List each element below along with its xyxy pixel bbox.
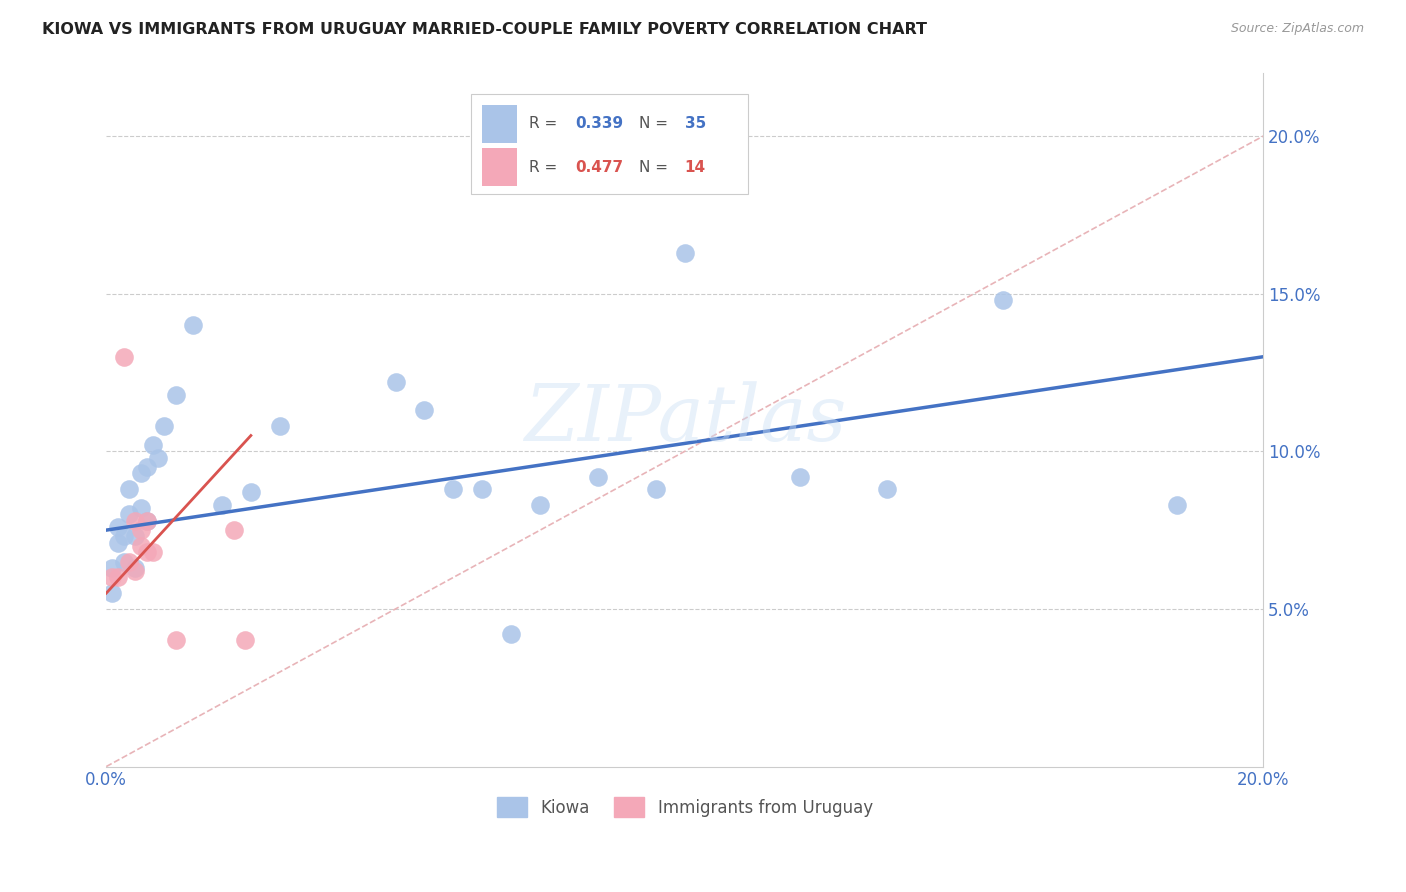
Point [124,529,146,543]
Text: N =: N = [638,160,672,175]
Point [107,535,129,549]
FancyBboxPatch shape [471,94,748,194]
Point [222,523,245,537]
Legend: Kiowa, Immigrants from Uruguay: Kiowa, Immigrants from Uruguay [491,790,880,824]
Point [441,482,464,496]
Point [124,561,146,575]
Text: N =: N = [638,117,672,131]
Point [211,498,233,512]
Point [107,520,129,534]
Point [101,570,124,584]
Point [148,450,170,465]
Point [153,419,176,434]
Point [107,570,129,584]
Point [129,523,152,537]
Text: 0.477: 0.477 [575,160,623,175]
Point [124,514,146,528]
Point [384,375,406,389]
Point [141,545,163,559]
Point [101,561,124,575]
Point [673,245,696,260]
FancyBboxPatch shape [482,105,517,143]
Point [876,482,898,496]
Point [471,482,494,496]
Text: Source: ZipAtlas.com: Source: ZipAtlas.com [1230,22,1364,36]
FancyBboxPatch shape [482,148,517,186]
Point [141,438,163,452]
Text: ZIPatlas: ZIPatlas [523,382,846,458]
Point [233,633,256,648]
Point [165,633,187,648]
Point [135,545,157,559]
Point [118,508,141,522]
Point [112,529,135,543]
Point [118,555,141,569]
Point [181,318,204,333]
Point [991,293,1014,307]
Point [129,501,152,516]
Point [529,498,551,512]
Point [789,469,811,483]
Text: KIOWA VS IMMIGRANTS FROM URUGUAY MARRIED-COUPLE FAMILY POVERTY CORRELATION CHART: KIOWA VS IMMIGRANTS FROM URUGUAY MARRIED… [42,22,927,37]
Point [1166,498,1188,512]
Text: 14: 14 [685,160,706,175]
Point [135,514,157,528]
Point [586,469,609,483]
Point [129,467,152,481]
Text: R =: R = [529,117,562,131]
Point [269,419,291,434]
Point [501,627,523,641]
Point [135,514,157,528]
Point [413,403,436,417]
Text: R =: R = [529,160,562,175]
Point [101,586,124,600]
Point [112,555,135,569]
Point [135,460,157,475]
Text: 0.339: 0.339 [575,117,623,131]
Point [129,539,152,553]
Point [118,482,141,496]
Point [165,387,187,401]
Point [124,564,146,578]
Point [112,350,135,364]
Point [239,485,262,500]
Text: 35: 35 [685,117,706,131]
Point [644,482,666,496]
